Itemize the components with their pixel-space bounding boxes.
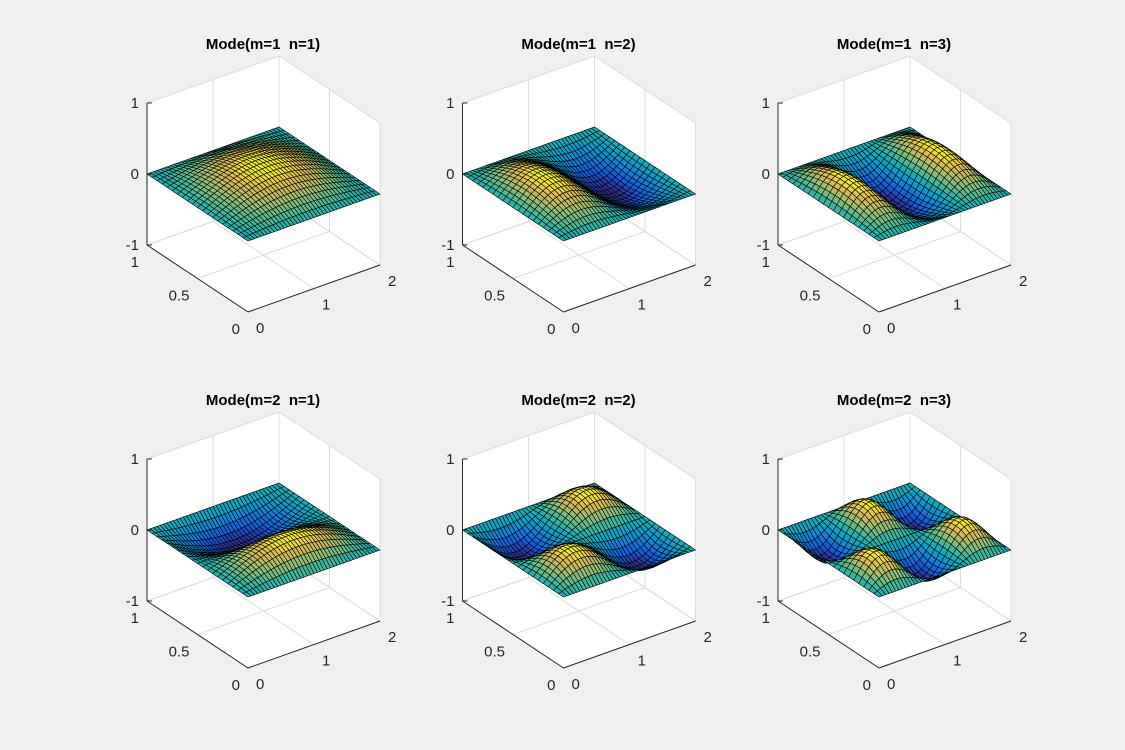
y-tick-label: 0 (863, 321, 871, 338)
subplot-title: Mode(m=1 n=2) (521, 36, 635, 53)
subplot-5: -1 0 1 0 0.5 1 0 1 2 Mode(m=2 n=2) (441, 392, 712, 694)
x-tick-label: 1 (322, 653, 330, 670)
y-axis-line (146, 600, 249, 669)
y-tick-label: 0.5 (484, 288, 505, 305)
x-axis-line (878, 264, 1012, 313)
z-tick-label: 0 (131, 166, 139, 183)
z-tick-label: -1 (757, 237, 770, 254)
subplot-title: Mode(m=1 n=1) (206, 36, 320, 53)
x-tick-label: 0 (256, 676, 264, 693)
z-tick-label: -1 (441, 237, 454, 254)
z-tick-label: 0 (762, 166, 770, 183)
subplot-4: -1 0 1 0 0.5 1 0 1 2 Mode(m=2 n=1) (126, 392, 397, 694)
y-tick-label: 0.5 (800, 288, 821, 305)
x-tick-label: 1 (953, 297, 961, 314)
subplot-1: -1 0 1 0 0.5 1 0 1 2 Mode(m=1 n=1) (126, 36, 397, 338)
x-tick-label: 0 (256, 320, 264, 337)
y-tick-label: 0.5 (169, 288, 190, 305)
x-tick-label: 0 (572, 676, 580, 693)
x-tick-label: 2 (388, 629, 396, 646)
z-tick-label: -1 (126, 237, 139, 254)
surface (461, 126, 697, 242)
grid-line (512, 231, 646, 279)
z-tick-label: -1 (441, 593, 454, 610)
subplot-title: Mode(m=1 n=3) (837, 36, 951, 53)
surface (777, 126, 1012, 242)
z-tick-label: 1 (131, 451, 139, 468)
z-tick-label: 1 (446, 95, 454, 112)
x-tick-label: 1 (638, 297, 646, 314)
y-tick-label: 0 (547, 677, 555, 694)
y-tick-label: 1 (762, 254, 770, 271)
subplot-3: -1 0 1 0 0.5 1 0 1 2 Mode(m=1 n=3) (757, 36, 1028, 338)
x-axis-line (247, 264, 381, 313)
y-tick-label: 0 (547, 321, 555, 338)
surface (146, 126, 381, 242)
grid-line (197, 587, 330, 635)
y-tick-label: 1 (131, 610, 139, 627)
grid-line (828, 231, 961, 279)
y-tick-label: 0 (232, 677, 240, 694)
z-tick-label: 1 (131, 95, 139, 112)
x-tick-label: 2 (704, 273, 712, 290)
z-tick-label: 0 (446, 166, 454, 183)
z-tick-label: 0 (446, 522, 454, 539)
surface (146, 482, 381, 598)
surface-facet (873, 235, 883, 242)
z-tick-label: 1 (446, 451, 454, 468)
y-tick-label: 0.5 (169, 644, 190, 661)
z-tick-label: 0 (131, 522, 139, 539)
x-tick-label: 1 (322, 297, 330, 314)
grid-line (197, 231, 330, 279)
y-tick-label: 0.5 (484, 644, 505, 661)
surface-facet (242, 235, 252, 242)
y-tick-label: 1 (446, 254, 454, 271)
y-tick-label: 0 (232, 321, 240, 338)
y-axis-line (146, 244, 249, 313)
x-tick-label: 0 (572, 320, 580, 337)
subplot-2: -1 0 1 0 0.5 1 0 1 2 Mode(m=1 n=2) (441, 36, 712, 338)
x-axis-line (563, 264, 696, 313)
y-tick-label: 1 (446, 610, 454, 627)
x-tick-label: 0 (887, 320, 895, 337)
x-axis-line (247, 620, 381, 669)
subplot-title: Mode(m=2 n=2) (521, 392, 635, 409)
y-tick-label: 1 (131, 254, 139, 271)
subplot-title: Mode(m=2 n=1) (206, 392, 320, 409)
x-tick-label: 2 (704, 629, 712, 646)
x-tick-label: 2 (388, 273, 396, 290)
x-tick-label: 2 (1019, 273, 1027, 290)
surface-facet (557, 235, 568, 242)
y-axis-line (462, 244, 564, 313)
z-tick-label: 1 (762, 95, 770, 112)
z-tick-label: -1 (126, 593, 139, 610)
y-axis-line (777, 244, 880, 313)
x-tick-label: 1 (638, 653, 646, 670)
